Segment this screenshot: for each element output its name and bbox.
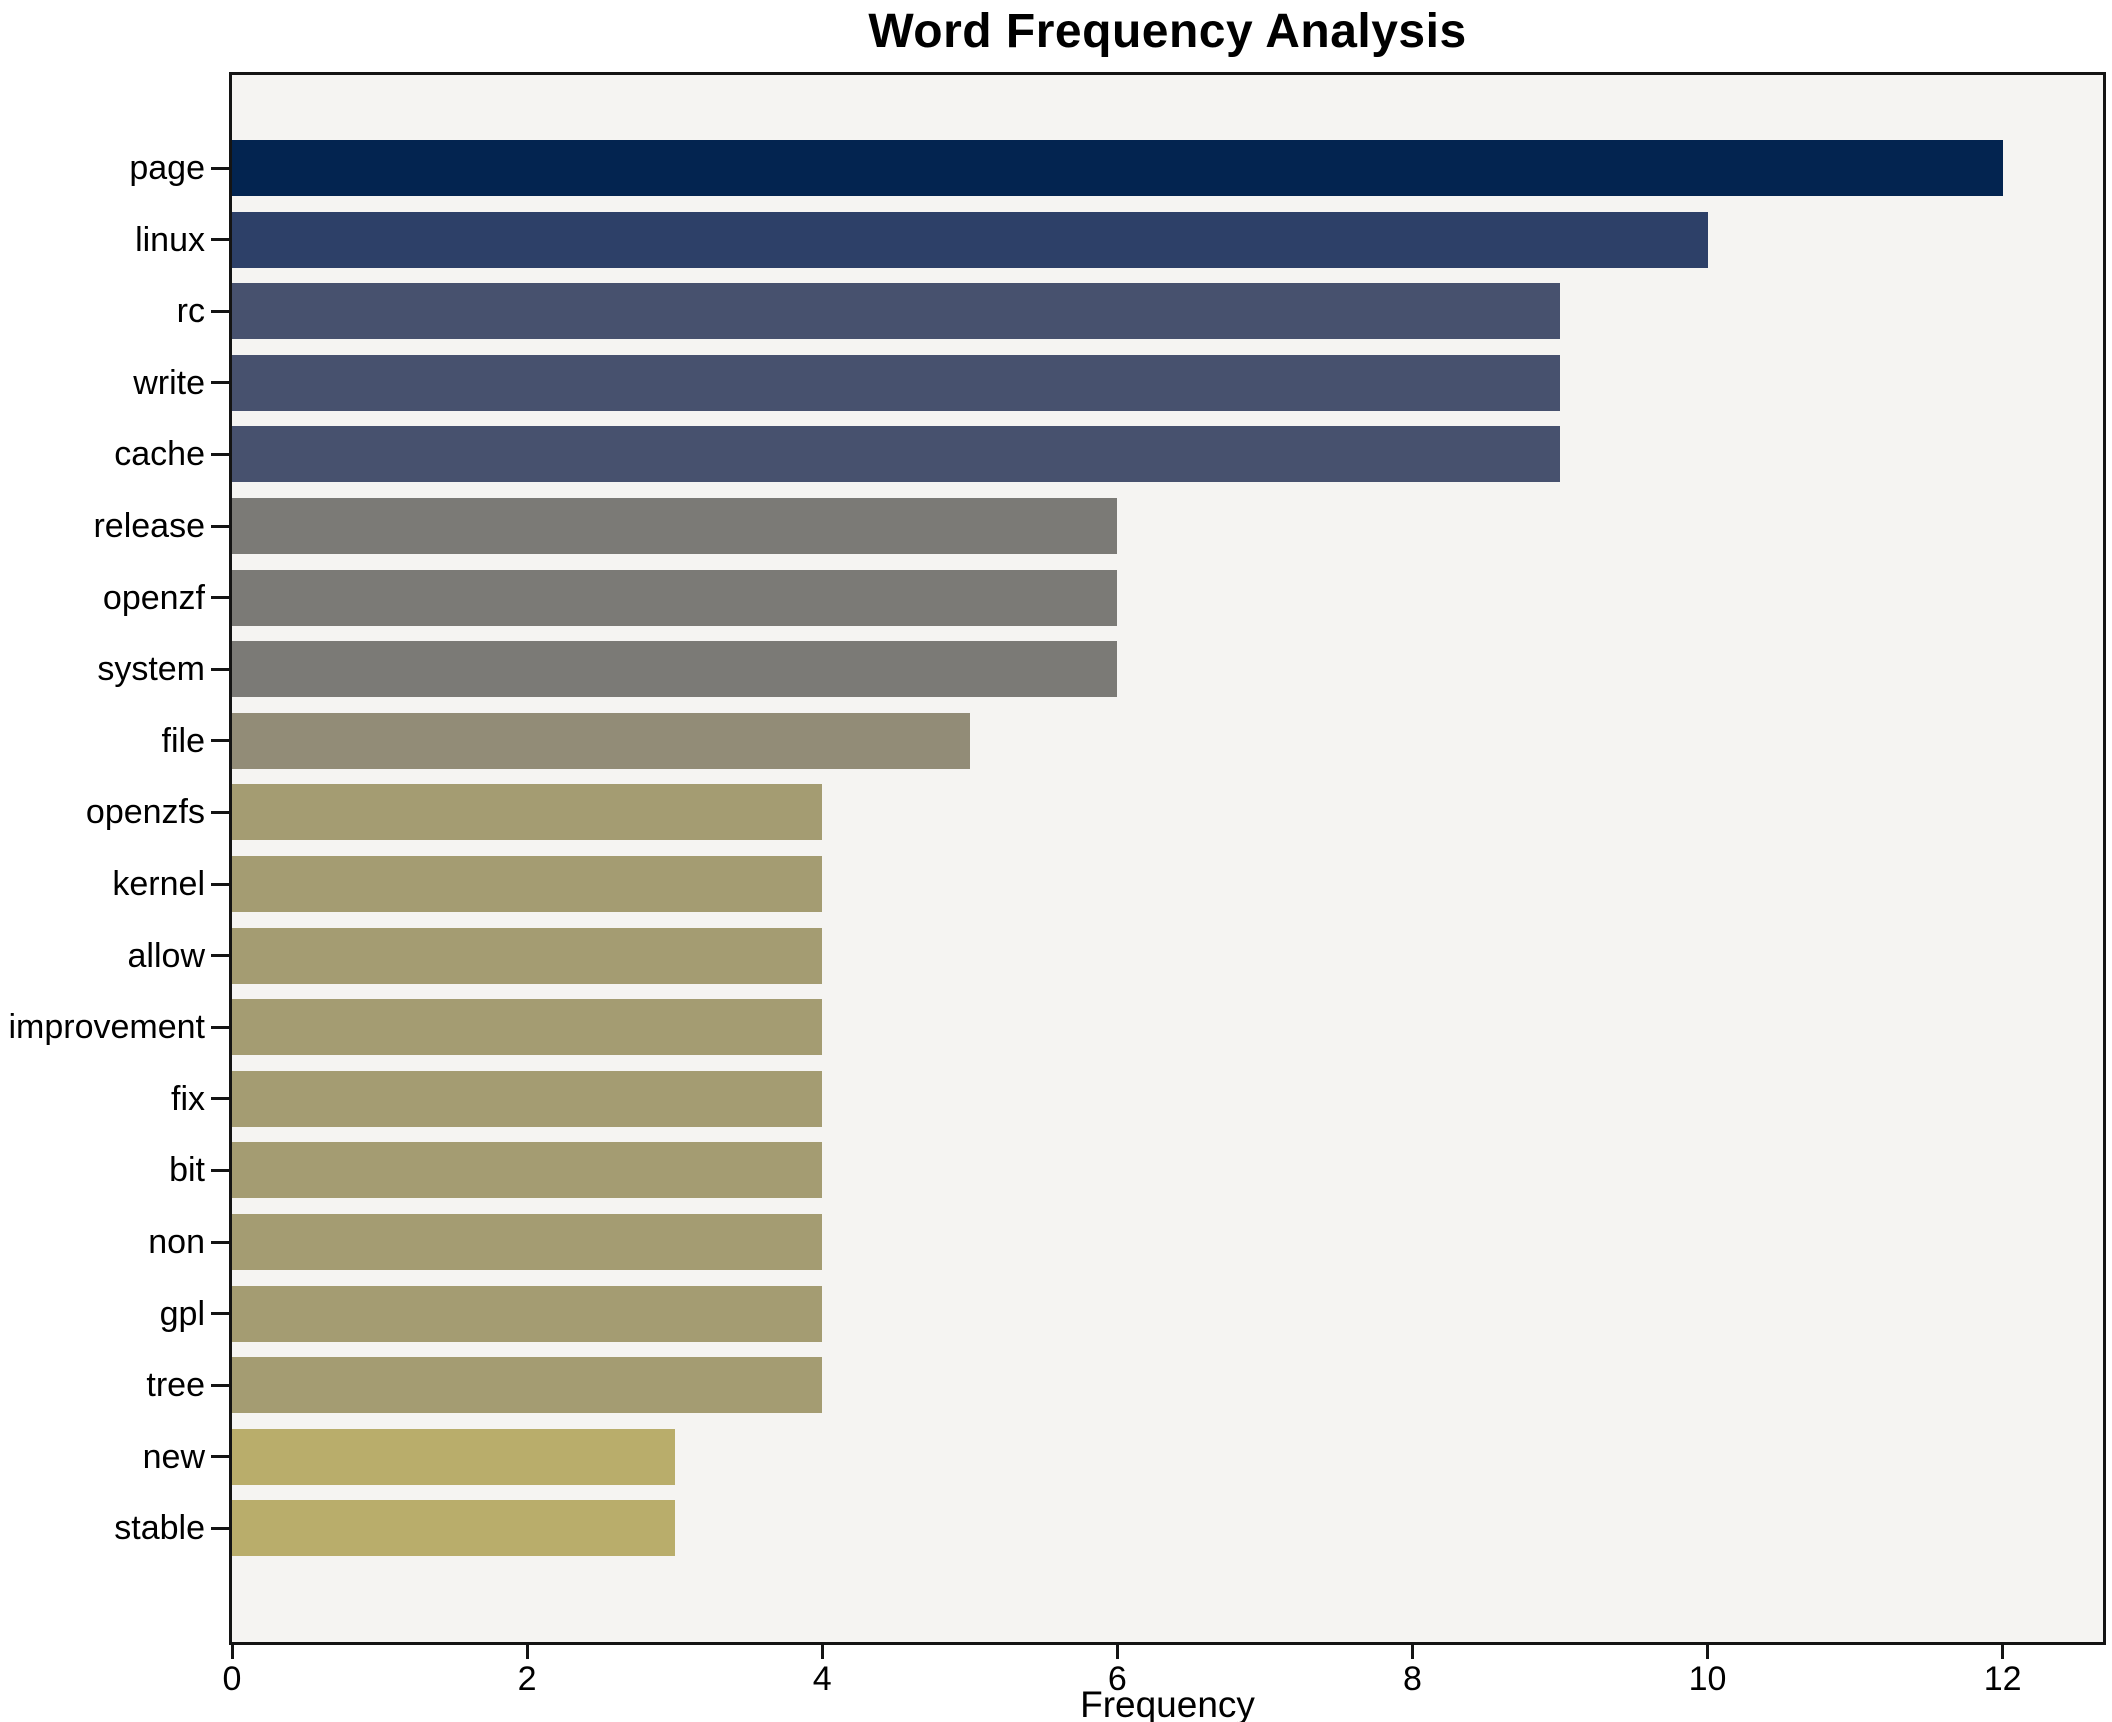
y-tick-mark	[211, 810, 229, 814]
y-tick-mark	[211, 381, 229, 385]
x-tick-mark	[525, 1645, 529, 1659]
y-tick-label-file: file	[161, 721, 205, 760]
y-tick-mark	[211, 238, 229, 242]
y-tick-mark	[211, 1025, 229, 1029]
y-tick-label-non: non	[148, 1223, 205, 1261]
bar-rc	[232, 283, 1560, 340]
x-axis-label: Frequency	[1080, 1684, 1255, 1722]
bar-non	[232, 1214, 823, 1270]
y-tick-label-linux: linux	[135, 220, 205, 259]
y-tick-mark	[211, 1526, 229, 1530]
x-tick-mark	[1706, 1645, 1710, 1659]
x-tick-mark	[2001, 1645, 2005, 1659]
x-tick-mark	[1410, 1645, 1414, 1659]
y-tick-label-allow: allow	[127, 936, 205, 975]
bar-fix	[232, 1070, 823, 1127]
y-tick-label-tree: tree	[146, 1366, 205, 1405]
y-tick-label-stable: stable	[114, 1509, 205, 1548]
y-tick-label-improvement: improvement	[8, 1008, 205, 1047]
x-tick-label-12: 12	[1983, 1660, 2022, 1698]
bar-gpl	[232, 1285, 823, 1342]
y-tick-mark	[211, 1097, 229, 1101]
bar-write	[232, 354, 1560, 411]
bar-openzf	[232, 569, 1118, 626]
y-tick-mark	[211, 1312, 229, 1316]
y-tick-mark	[211, 954, 229, 958]
x-tick-label-6: 6	[1107, 1660, 1127, 1698]
bar-openzfs	[232, 784, 823, 841]
chart-title: Word Frequency Analysis	[868, 5, 1467, 58]
bar-new	[232, 1428, 675, 1485]
x-tick-label-8: 8	[1402, 1660, 1422, 1698]
y-tick-mark	[211, 452, 229, 456]
y-tick-label-openzfs: openzfs	[85, 793, 205, 832]
bar-cache	[232, 426, 1560, 483]
y-tick-mark	[211, 667, 229, 671]
y-tick-label-cache: cache	[114, 435, 205, 474]
bar-linux	[232, 211, 1708, 268]
y-tick-label-bit: bit	[169, 1151, 205, 1190]
x-tick-mark	[1115, 1645, 1119, 1659]
bar-improvement	[232, 999, 823, 1056]
y-tick-label-rc: rc	[176, 292, 205, 331]
y-tick-mark	[211, 1455, 229, 1459]
bar-tree	[232, 1357, 823, 1414]
bar-page	[232, 140, 2003, 196]
y-tick-mark	[211, 596, 229, 600]
y-tick-label-write: write	[133, 363, 205, 402]
bar-stable	[232, 1500, 675, 1557]
y-tick-mark	[211, 1168, 229, 1172]
y-tick-mark	[211, 166, 229, 170]
x-tick-label-0: 0	[222, 1660, 242, 1698]
y-tick-mark	[211, 309, 229, 313]
x-tick-label-4: 4	[812, 1660, 832, 1698]
y-tick-label-new: new	[142, 1437, 205, 1476]
x-tick-mark	[230, 1645, 234, 1659]
y-tick-label-page: page	[129, 149, 205, 187]
y-tick-mark	[211, 739, 229, 743]
y-tick-label-gpl: gpl	[159, 1294, 205, 1333]
bar-release	[232, 498, 1118, 554]
y-tick-label-system: system	[97, 650, 205, 689]
bar-bit	[232, 1142, 823, 1199]
y-tick-mark	[211, 1240, 229, 1244]
y-tick-mark	[211, 1383, 229, 1387]
x-tick-label-10: 10	[1688, 1660, 1727, 1698]
y-tick-label-release: release	[93, 507, 205, 545]
bar-allow	[232, 927, 823, 984]
bar-file	[232, 712, 970, 769]
bar-system	[232, 641, 1118, 698]
y-tick-label-fix: fix	[171, 1079, 205, 1118]
y-tick-mark	[211, 524, 229, 528]
x-tick-label-2: 2	[517, 1660, 537, 1698]
bar-kernel	[232, 856, 823, 912]
x-tick-mark	[820, 1645, 824, 1659]
y-tick-mark	[211, 882, 229, 886]
y-tick-label-openzf: openzf	[102, 578, 205, 617]
y-tick-label-kernel: kernel	[112, 865, 205, 903]
